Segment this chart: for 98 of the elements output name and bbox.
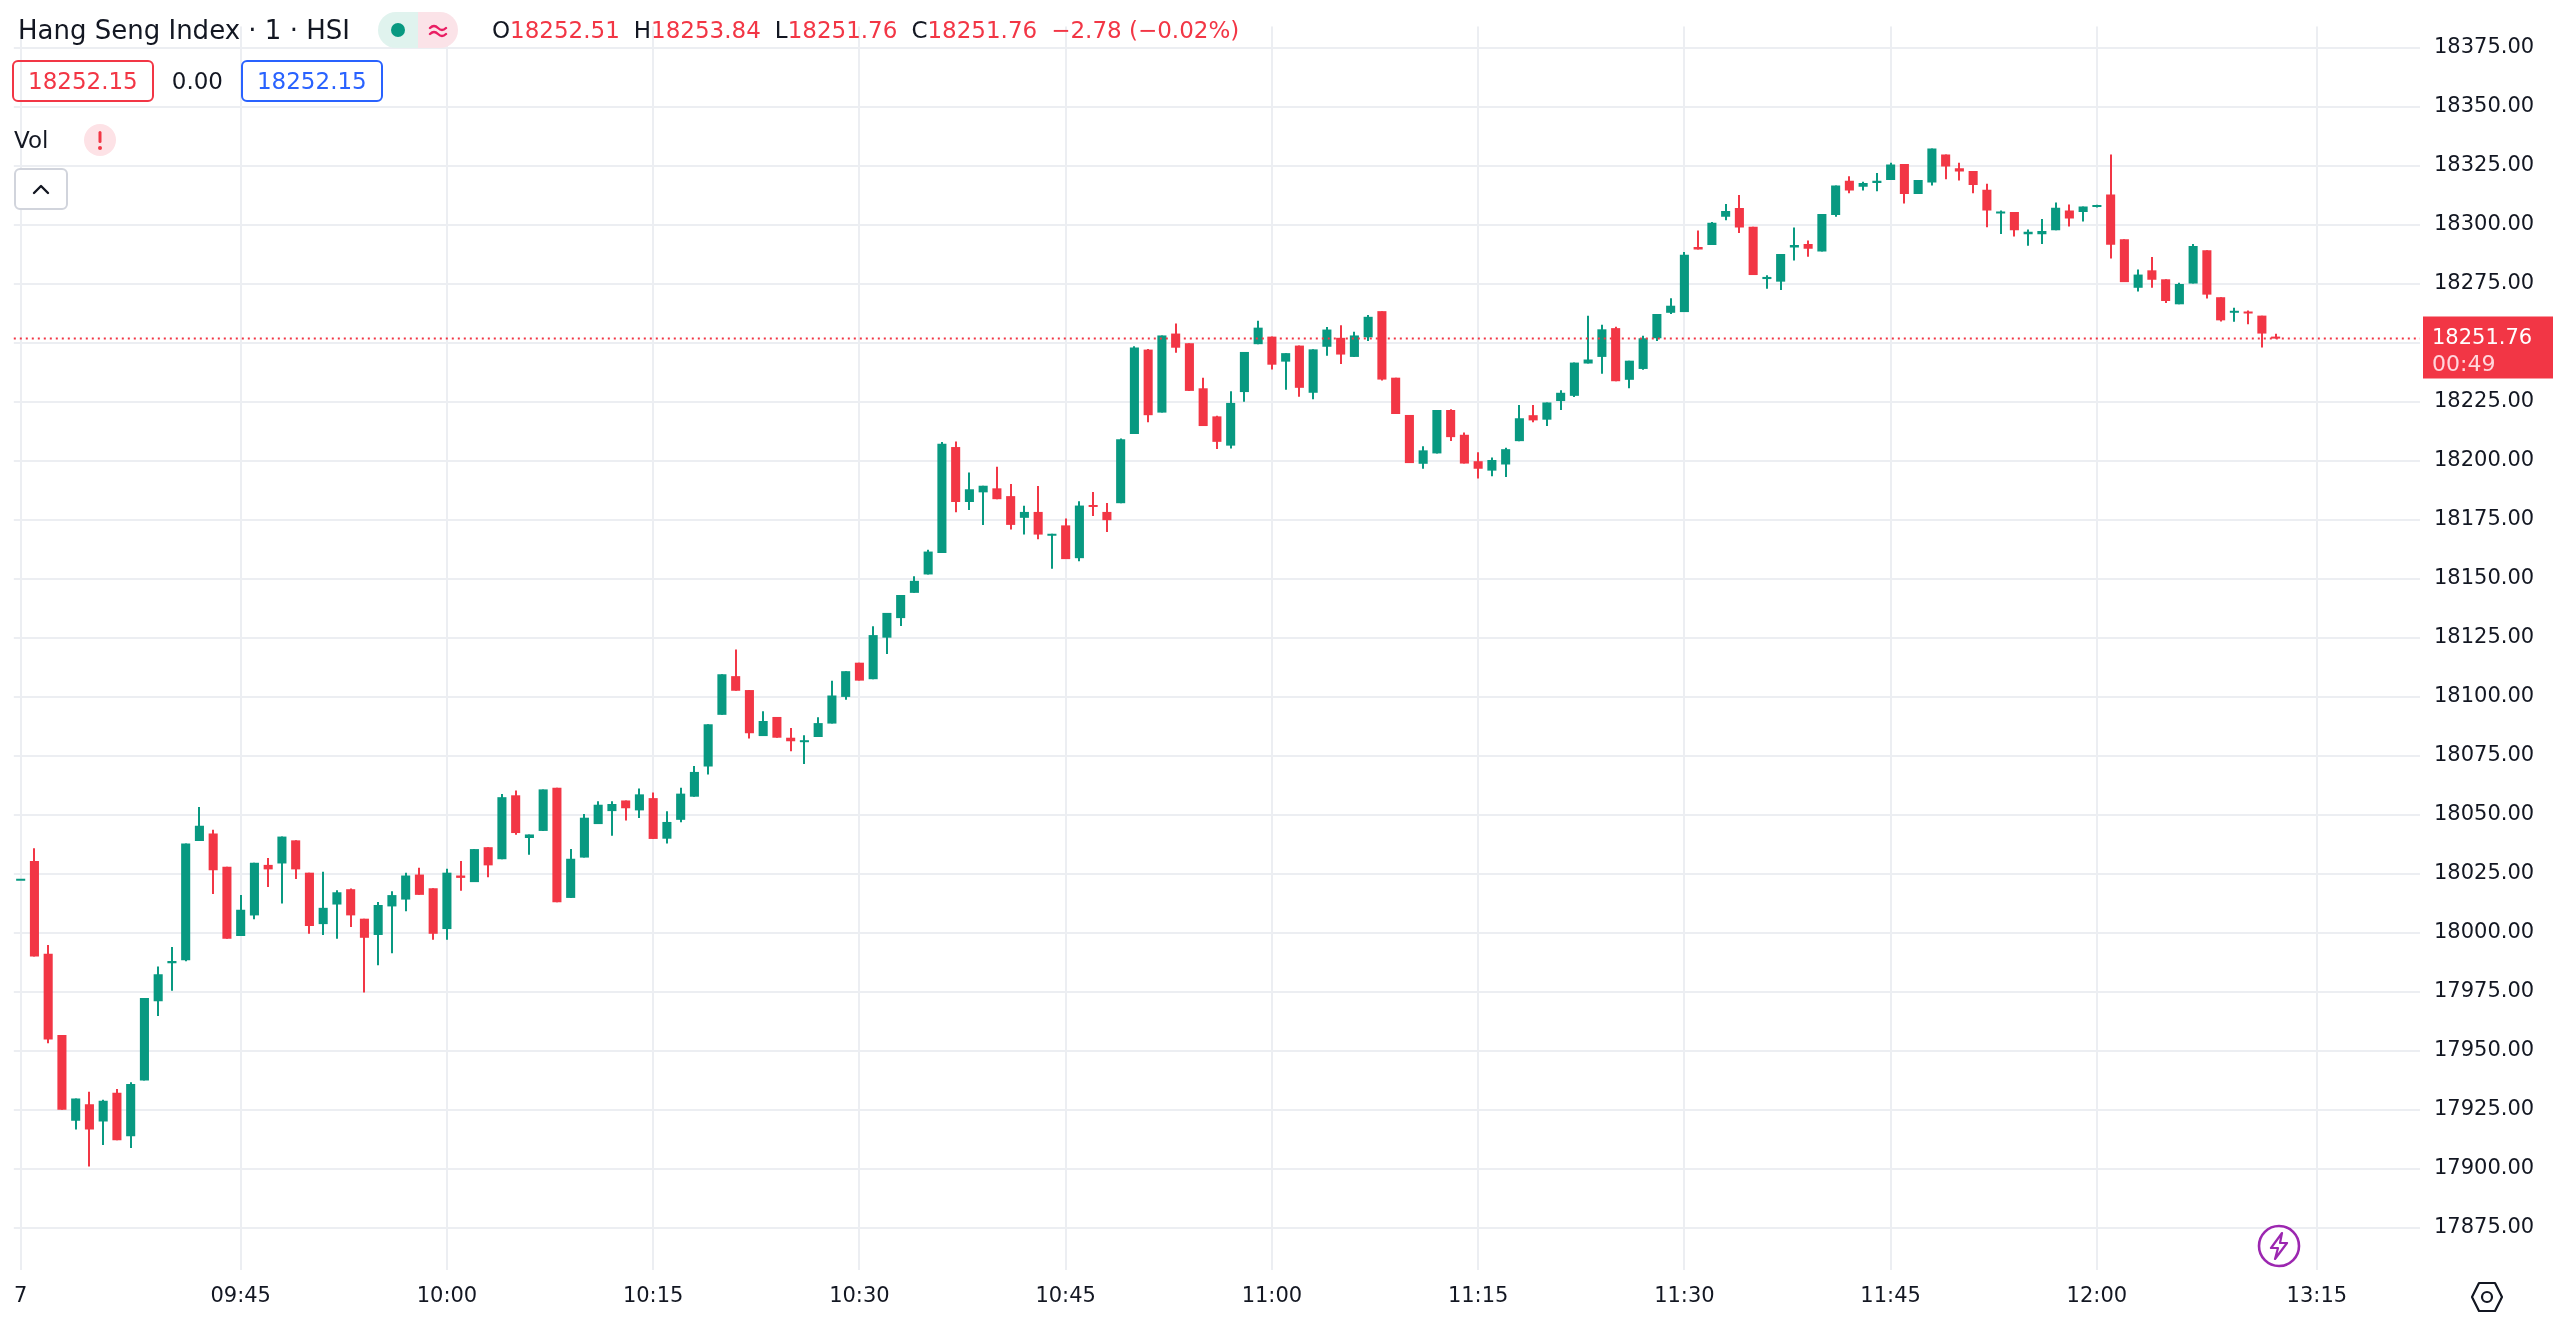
candlestick <box>662 810 672 845</box>
candlestick <box>483 846 493 879</box>
candlestick <box>318 870 328 936</box>
candlestick <box>896 593 906 628</box>
x-tick-label: 10:00 <box>416 1283 478 1308</box>
y-tick-label: 18025.00 <box>2434 860 2535 885</box>
candlestick <box>731 648 741 692</box>
y-tick-label: 17875.00 <box>2434 1213 2535 1238</box>
x-tick-label: 09:45 <box>210 1283 271 1308</box>
candlestick <box>387 890 397 955</box>
candlestick <box>1968 170 1978 195</box>
candlestick <box>2009 211 2019 238</box>
x-tick-label: 7 <box>13 1283 28 1308</box>
candlestick <box>1047 532 1057 570</box>
x-tick-label: 13:15 <box>2286 1283 2348 1308</box>
candlestick <box>71 1097 81 1131</box>
y-tick-label: 18000.00 <box>2434 919 2535 944</box>
y-tick-label: 18325.00 <box>2434 152 2535 177</box>
x-tick-label: 10:45 <box>1035 1283 1096 1308</box>
candlestick <box>2216 296 2226 323</box>
candlestick <box>1624 359 1634 390</box>
y-tick-label: 17925.00 <box>2434 1096 2535 1121</box>
candlestick <box>634 787 644 819</box>
candlestick <box>799 734 809 765</box>
candlestick <box>1019 504 1029 536</box>
annotation: C18251.76 <box>911 17 1038 43</box>
candlestick <box>1941 153 1951 181</box>
y-tick-label: 18200.00 <box>2434 447 2535 472</box>
candlestick <box>1473 451 1483 480</box>
candlestick <box>2037 217 2047 245</box>
candlestick <box>2161 278 2171 305</box>
x-tick-label: 10:15 <box>622 1283 684 1308</box>
y-tick-label: 18225.00 <box>2434 388 2535 413</box>
candlestick <box>992 465 1002 501</box>
candlestick <box>1363 313 1373 343</box>
candlestick <box>1583 314 1593 365</box>
annotation: L18251.76 <box>774 17 898 43</box>
candlestick <box>964 471 974 512</box>
candlestick <box>1996 209 2006 235</box>
x-tick-label: 11:45 <box>1860 1283 1921 1308</box>
candlestick <box>359 917 369 994</box>
candlestick <box>1556 389 1566 411</box>
candlestick <box>1281 352 1291 391</box>
text: 00:49 <box>2432 351 2496 377</box>
y-tick-label: 18050.00 <box>2434 801 2535 826</box>
y-tick-label: 18175.00 <box>2434 506 2535 531</box>
x-tick-label: 11:00 <box>1241 1283 1303 1308</box>
annotation: −2.78 (−0.02%) <box>1051 17 1240 43</box>
candlestick <box>414 866 424 896</box>
x-tick-label: 10:30 <box>829 1283 890 1308</box>
annotation: 0.00 <box>171 68 223 94</box>
ref-line-label: 18251.76 <box>2432 325 2533 350</box>
y-tick-label: 18075.00 <box>2434 742 2535 767</box>
candlestick <box>978 484 988 526</box>
candlestick <box>923 548 933 576</box>
candlestick <box>1982 182 1992 229</box>
candlestick <box>1322 325 1332 357</box>
candlestick <box>1514 404 1524 443</box>
candlestick <box>1088 491 1098 517</box>
y-tick-label: 18100.00 <box>2434 683 2535 708</box>
candlestick <box>2051 201 2061 232</box>
candlestick <box>1693 229 1703 251</box>
annotation: 18252.15 <box>12 60 154 102</box>
candlestick <box>758 710 768 738</box>
annotation: O18252.51 <box>491 17 620 43</box>
candlestick <box>1349 330 1359 358</box>
x-tick-label: 12:00 <box>2066 1283 2128 1308</box>
y-tick-label: 18350.00 <box>2434 93 2535 118</box>
annotation: H18253.84 <box>633 17 761 43</box>
candlestick <box>2147 256 2157 289</box>
candlestick <box>1734 194 1744 235</box>
chart-title: Hang Seng Index · 1 · HSI <box>18 15 350 45</box>
y-tick-label: 18275.00 <box>2434 270 2535 295</box>
y-tick-label: 18125.00 <box>2434 624 2535 649</box>
y-tick-label: 17900.00 <box>2434 1155 2535 1179</box>
candlestick <box>332 889 342 940</box>
candlestick <box>1033 484 1043 541</box>
x-tick-label: 11:30 <box>1654 1283 1715 1308</box>
candlestick <box>607 800 617 837</box>
candlestick <box>2133 268 2143 293</box>
annotation: Vol <box>14 127 49 153</box>
y-tick-label: 18300.00 <box>2434 211 2535 236</box>
y-tick-label: 17950.00 <box>2434 1037 2535 1062</box>
candlestick <box>524 833 534 856</box>
candlestick <box>621 799 631 822</box>
candlestick <box>1487 456 1497 478</box>
candlestick <box>2064 203 2074 228</box>
y-tick-label: 18375.00 <box>2434 34 2535 59</box>
y-tick-label: 17975.00 <box>2434 978 2535 1003</box>
y-tick-label: 18150.00 <box>2434 565 2535 590</box>
candlestick <box>194 806 204 843</box>
x-tick-label: 11:15 <box>1447 1283 1509 1308</box>
annotation: 18252.15 <box>240 60 383 102</box>
candlestick <box>1418 445 1428 470</box>
candlestick <box>1501 446 1511 479</box>
candlestick <box>98 1098 108 1146</box>
candlestick <box>1102 501 1112 533</box>
candlestick <box>1542 401 1552 428</box>
